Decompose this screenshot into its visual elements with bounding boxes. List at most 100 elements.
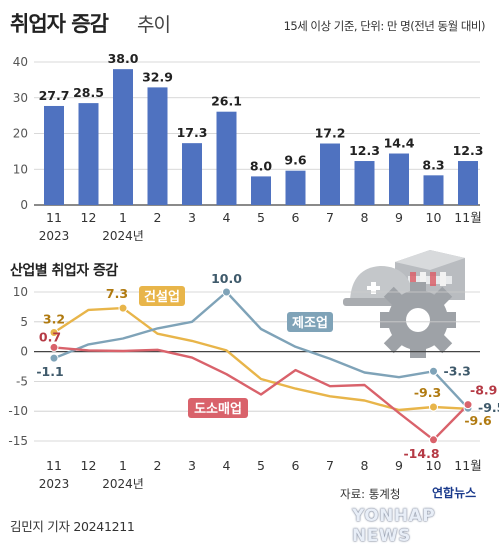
line-x-tick-label: 3 [188, 458, 196, 473]
line-chart: 10 5 0 -5 -10 -15 3.2 7.3 -9.3 -9.6 -1.1 10.0 -3.3 -9… [8, 271, 499, 491]
bar-x-tick-label: 2 [154, 210, 162, 225]
series-point [49, 328, 59, 338]
bar-value-label: 9.6 [284, 153, 306, 168]
series-point [429, 435, 438, 445]
bar-x-tick-label: 11월 [454, 210, 481, 225]
bar-value-label: 28.5 [73, 85, 104, 100]
bar-value-label: 38.0 [108, 51, 139, 66]
line-x-tick-label: 10 [426, 458, 442, 473]
bar [320, 143, 340, 205]
line-y-tick-label: -5 [16, 374, 28, 388]
bar-y-tick-label: 0 [20, 198, 28, 212]
bar-y-tick-label: 30 [13, 91, 28, 105]
line-x-tick-label: 1 [119, 458, 127, 473]
line-chart-title: 산업별 취업자 증감 [10, 263, 118, 279]
point-value-label: -3.3 [444, 363, 471, 378]
line-x-tick-label: 2 [154, 458, 162, 473]
bar-x-tick-label: 11 [46, 210, 62, 225]
series-tag-box [139, 286, 185, 306]
unit-note: 15세 이상 기준, 단위: 만 명(전년 동월 대비) [283, 19, 486, 33]
yonhap-logo-text: 연합뉴스 [432, 486, 477, 500]
series-line-wholesale_retail [53, 346, 469, 441]
point-value-label: -9.5 [478, 400, 499, 415]
point-value-label: -9.3 [414, 385, 441, 400]
bar-x-tick-label: 3 [188, 210, 196, 225]
bar-chart: 0 10 20 30 40 27.7 28.5 38.032.9 17.3 26.1 8.0 9.6 1… [13, 51, 484, 243]
line-y-tick-label: -15 [8, 434, 28, 448]
bar-x-tick-label: 10 [426, 210, 442, 225]
point-value-label: 0.7 [39, 329, 61, 344]
line-x-tick-label: 8 [361, 458, 369, 473]
bar-value-label: 27.7 [39, 88, 70, 103]
bar-value-label: 32.9 [142, 69, 173, 84]
line-x-tick-label: 4 [223, 458, 231, 473]
series-point [463, 400, 473, 410]
point-value-label: 10.0 [211, 271, 242, 286]
series-point [429, 402, 438, 412]
bar [216, 111, 237, 205]
line-y-tick-label: 5 [20, 315, 28, 329]
point-value-label: 7.3 [106, 286, 128, 301]
line-y-tick-label: -10 [8, 404, 28, 418]
point-value-label: 3.2 [43, 312, 65, 327]
line-x-tick-label: 5 [257, 458, 265, 473]
bar [354, 161, 375, 205]
factory-icon [395, 250, 465, 300]
bar-value-label: 12.3 [349, 143, 380, 158]
bar [389, 153, 409, 205]
bar [147, 87, 168, 205]
series-point [118, 303, 128, 313]
series-name-label: 제조업 [292, 316, 328, 331]
bar-x-tick-label: 6 [292, 210, 300, 225]
series-point [49, 342, 59, 352]
bar-x-tick-label: 4 [223, 210, 231, 225]
bar-x-year-label: 2023 [39, 229, 70, 243]
bar-value-label: 17.3 [177, 125, 208, 140]
bar-value-label: 8.0 [250, 158, 272, 173]
bar-value-label: 12.3 [453, 143, 484, 158]
bar-x-tick-label: 12 [81, 210, 97, 225]
source-note: 자료: 통계청 [340, 487, 401, 501]
bar-x-tick-label: 7 [326, 210, 334, 225]
line-x-tick-label: 6 [292, 458, 300, 473]
bar [423, 175, 444, 205]
bar [182, 143, 202, 205]
line-x-tick-label: 11 [46, 458, 62, 473]
yonhap-watermark: YONHAP NEWS [352, 506, 436, 546]
bar-x-tick-label: 5 [257, 210, 265, 225]
bar [285, 170, 306, 205]
point-value-label: -9.6 [464, 413, 492, 428]
gear-icon [380, 282, 456, 358]
chart-subtitle: 추이 [137, 14, 171, 36]
bar-value-label: 14.4 [384, 136, 415, 151]
chart-title: 취업자 증감 [10, 12, 109, 36]
line-y-tick-label: 0 [20, 345, 28, 359]
bar [458, 161, 478, 205]
reporter-credit: 김민지 기자 20241211 [10, 519, 135, 534]
line-x-year-label: 2023 [39, 477, 70, 491]
line-x-tick-label: 12 [81, 458, 97, 473]
bar-x-year-label: 2024년 [102, 229, 144, 243]
bar-value-label: 26.1 [211, 94, 242, 109]
bar [251, 176, 271, 205]
line-x-tick-label: 11월 [454, 458, 481, 473]
series-point [222, 287, 231, 297]
point-value-label: -8.9 [470, 383, 497, 398]
bar-y-tick-label: 40 [13, 55, 28, 69]
point-value-label: -1.1 [36, 364, 63, 379]
bar-value-label: 17.2 [315, 126, 346, 141]
bar [44, 105, 64, 205]
bar [78, 103, 99, 205]
bar [113, 69, 133, 206]
line-x-tick-label: 9 [395, 458, 403, 473]
bar-x-tick-label: 1 [119, 210, 127, 225]
series-point [49, 353, 59, 363]
bar-y-tick-label: 20 [13, 127, 28, 141]
point-value-label: -14.8 [403, 446, 439, 461]
bar-value-label: 8.3 [422, 157, 444, 172]
series-tag-box [287, 312, 333, 332]
line-x-year-label: 2024년 [102, 477, 144, 491]
bar-y-tick-label: 10 [13, 162, 28, 176]
series-line-manufacturing [53, 290, 469, 410]
